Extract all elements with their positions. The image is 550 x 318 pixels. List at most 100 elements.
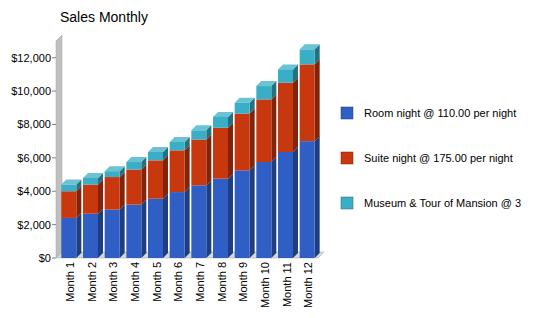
- x-tick-label: Month 9: [237, 262, 249, 302]
- x-tick-label: Month 8: [216, 262, 228, 302]
- x-tick-label: Month 10: [259, 262, 271, 308]
- legend-label: Room night @ 110.00 per night: [364, 107, 516, 119]
- legend-label: Suite night @ 175.00 per night: [364, 152, 513, 164]
- bar: [213, 179, 228, 258]
- bar-top: [191, 125, 211, 130]
- bar: [278, 152, 293, 258]
- bar-top: [126, 157, 146, 162]
- legend-label: Museum & Tour of Mansion @ 3: [364, 197, 521, 209]
- bar: [83, 178, 98, 185]
- bar: [235, 103, 250, 114]
- x-tick-label: Month 3: [107, 262, 119, 302]
- bar: [83, 214, 98, 258]
- bar-side: [120, 172, 125, 210]
- y-tick-label: $10,000: [11, 85, 51, 97]
- x-tick-label: Month 5: [151, 262, 163, 302]
- x-tick-label: Month 2: [86, 262, 98, 302]
- bar: [300, 49, 315, 64]
- bar: [191, 139, 206, 185]
- x-tick-label: Month 7: [194, 262, 206, 302]
- legend-swatch: [341, 152, 353, 164]
- bar-side: [315, 59, 320, 141]
- bar-side: [120, 205, 125, 258]
- bar-side: [163, 155, 168, 198]
- bar-top: [148, 147, 168, 152]
- bar: [61, 218, 76, 258]
- bars: [61, 44, 319, 258]
- bar: [170, 150, 185, 192]
- bar: [148, 160, 163, 198]
- bar: [83, 185, 98, 214]
- x-tick-label: Month 4: [129, 262, 141, 302]
- bar-side: [315, 136, 320, 258]
- title: Sales Monthly: [60, 9, 148, 25]
- bar: [105, 210, 120, 258]
- y-tick: [52, 224, 56, 225]
- bar: [170, 142, 185, 150]
- y-axis-wall: [56, 35, 62, 258]
- bar-side: [206, 180, 211, 258]
- bar-top: [278, 64, 298, 69]
- bar-side: [271, 157, 276, 258]
- bar: [235, 170, 250, 258]
- bar-side: [76, 213, 81, 258]
- legend-swatch: [341, 107, 353, 119]
- bar-side: [185, 145, 190, 192]
- bar: [191, 130, 206, 139]
- bar-top: [83, 173, 103, 178]
- x-tick-label: Month 6: [172, 262, 184, 302]
- bar: [61, 191, 76, 218]
- bar-side: [250, 165, 255, 258]
- bar-top: [300, 44, 320, 49]
- y-tick: [52, 157, 56, 158]
- bar-top: [170, 137, 190, 142]
- bar-top: [61, 180, 81, 185]
- bar: [213, 128, 228, 179]
- bar-side: [206, 134, 211, 185]
- bar: [256, 86, 271, 99]
- bar-top: [105, 166, 125, 171]
- bar: [126, 170, 141, 205]
- x-tick-label: Month 11: [281, 262, 293, 307]
- bar-side: [141, 200, 146, 258]
- bar: [278, 83, 293, 152]
- y-tick: [52, 124, 56, 125]
- bar: [105, 177, 120, 210]
- y-tick-label: $2,000: [17, 219, 51, 231]
- bar: [126, 205, 141, 258]
- bar-side: [141, 165, 146, 205]
- y-tick-label: $6,000: [17, 152, 51, 164]
- bar-top: [256, 81, 276, 86]
- bar: [191, 185, 206, 258]
- bar-side: [98, 180, 103, 214]
- bar-side: [228, 123, 233, 179]
- bar-side: [185, 187, 190, 258]
- bar-side: [293, 147, 298, 258]
- bar: [278, 69, 293, 82]
- y-tick-label: $0: [39, 252, 51, 264]
- x-tick-label: Month 1: [64, 262, 76, 302]
- bar-side: [293, 78, 298, 152]
- x-tick-label: Month 12: [302, 262, 314, 308]
- y-tick-label: $4,000: [17, 185, 51, 197]
- y-tick-label: $8,000: [17, 118, 51, 130]
- legend-swatch: [341, 197, 353, 209]
- bar: [235, 114, 250, 171]
- y-tick: [52, 258, 56, 259]
- bar-side: [250, 109, 255, 171]
- bar: [148, 152, 163, 160]
- chart: Sales Monthly $0 $2,000 $4,000 $6,000 $8,000 $…: [0, 0, 550, 318]
- y-tick-label: $12,000: [11, 52, 51, 64]
- y-tick: [52, 91, 56, 92]
- bar-side: [271, 94, 276, 162]
- bar-side: [228, 174, 233, 258]
- bar: [105, 171, 120, 177]
- y-tick: [52, 57, 56, 58]
- bar: [170, 192, 185, 258]
- bar: [256, 99, 271, 162]
- bar: [126, 162, 141, 170]
- bar: [256, 162, 271, 258]
- bar: [300, 64, 315, 141]
- y-tick: [52, 191, 56, 192]
- bar: [300, 141, 315, 258]
